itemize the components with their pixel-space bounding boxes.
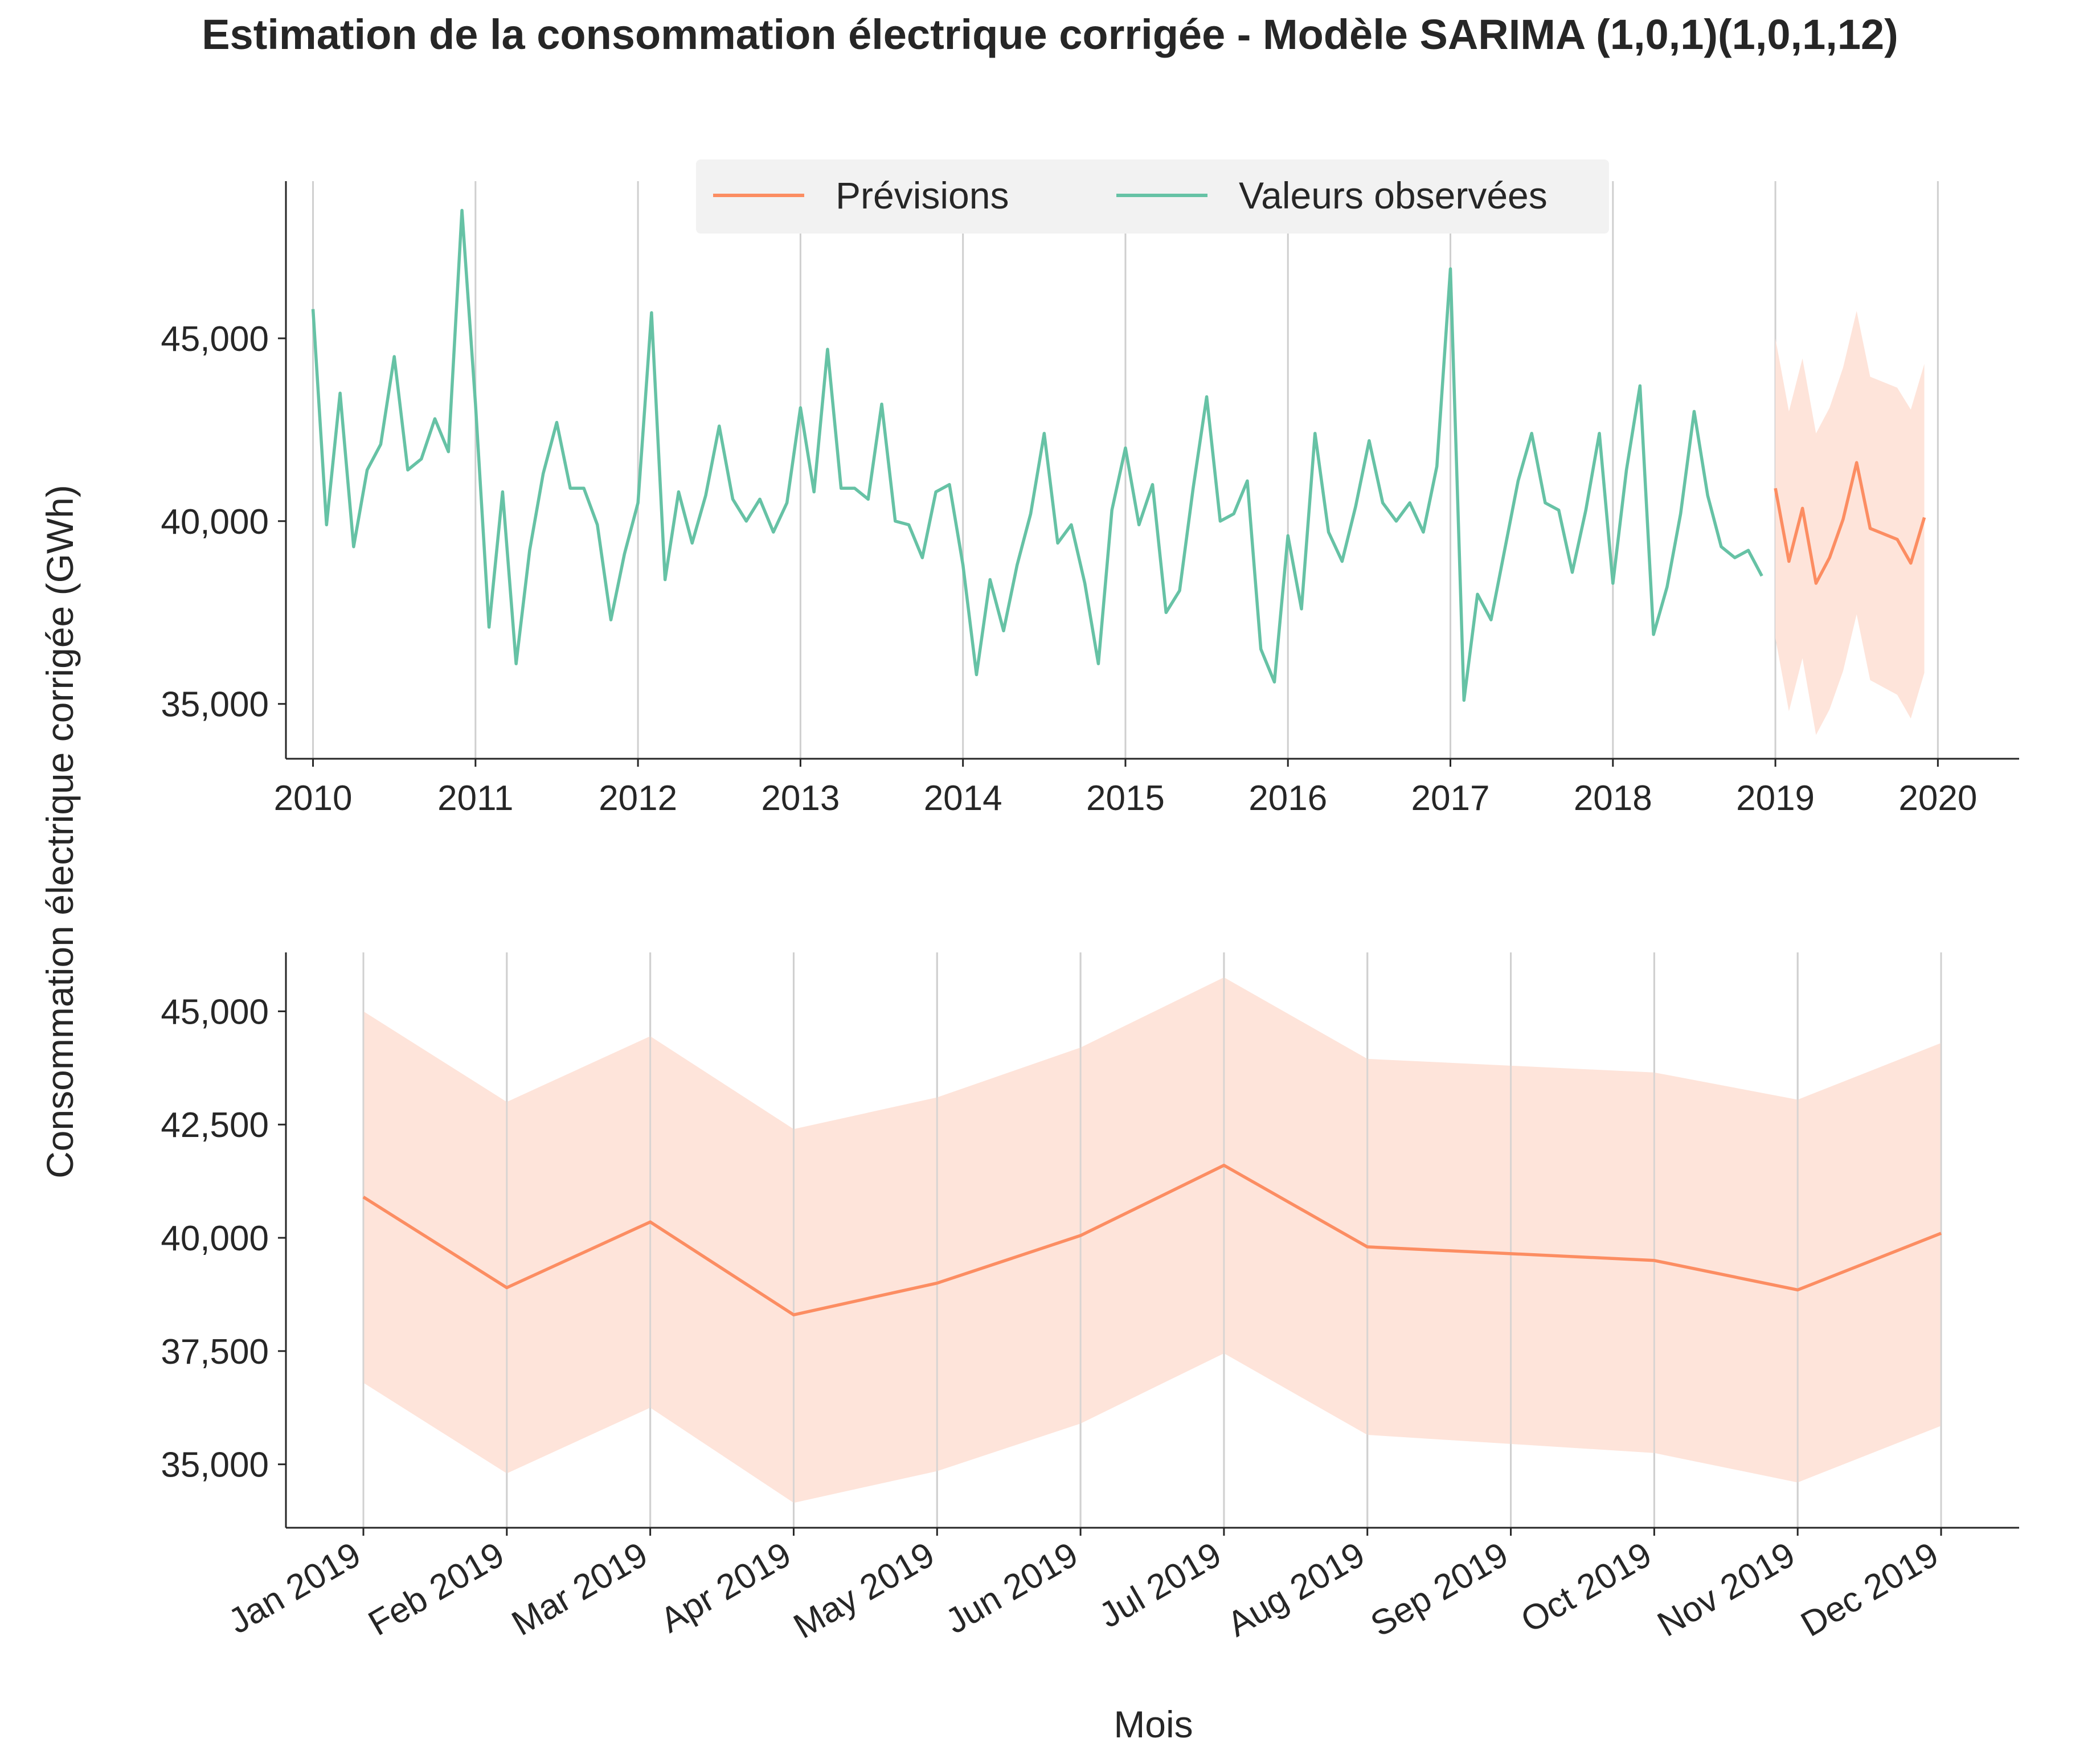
top-series-lines: [311, 208, 1926, 702]
bottom-forecast-line: [362, 1164, 1942, 1316]
bottom-y-tick-label: 42,500: [161, 1106, 269, 1145]
top-forecast-band: [1775, 310, 1925, 735]
chart-title: Estimation de la consommation électrique…: [202, 11, 1898, 58]
x-axis-label: Mois: [1114, 1703, 1193, 1745]
top-y-tick-label: 45,000: [161, 320, 269, 359]
bottom-x-tick-label: Nov 2019: [1651, 1535, 1802, 1644]
bottom-x-tick-label: Feb 2019: [362, 1535, 510, 1643]
observed-line: [311, 208, 1763, 702]
bottom-confidence-band: [362, 952, 1942, 1528]
top-confidence-band: [1775, 310, 1925, 735]
top-x-tick-label: 2018: [1574, 779, 1652, 818]
top-x-tick-label: 2017: [1411, 779, 1490, 818]
top-y-tick-label: 40,000: [161, 502, 269, 542]
bottom-y-tick-label: 37,500: [161, 1332, 269, 1372]
top-y-tick-label: 35,000: [161, 685, 269, 725]
y-axis-label: Consommation électrique corrigée (GWh): [39, 485, 81, 1179]
bottom-x-tick-label: Jun 2019: [939, 1535, 1084, 1641]
top-x-tick-label: 2016: [1248, 779, 1327, 818]
top-x-tick-label: 2013: [761, 779, 840, 818]
bottom-axes: [285, 952, 2019, 1529]
bottom-y-tick-label: 40,000: [161, 1219, 269, 1258]
top-x-tick-label: 2015: [1086, 779, 1165, 818]
bottom-y-tick-label: 35,000: [161, 1446, 269, 1485]
top-x-tick-label: 2020: [1898, 779, 1977, 818]
top-panel: 2010 2011 2012 2013 2014 2015 2016 2017 2018 2019…: [161, 159, 2019, 818]
top-x-tick-label: 2012: [599, 779, 677, 818]
bottom-x-tick-label: Jan 2019: [222, 1535, 367, 1641]
bottom-x-tick-label: Mar 2019: [505, 1535, 654, 1643]
top-x-tick-label: 2011: [437, 779, 513, 818]
top-grid: [312, 181, 1939, 759]
bottom-x-tick-label: Aug 2019: [1221, 1535, 1371, 1644]
bottom-series-lines: [362, 1164, 1942, 1316]
forecast-line: [1774, 461, 1926, 585]
legend-forecast-label: Prévisions: [836, 174, 1009, 216]
bottom-x-tick-label: Jul 2019: [1092, 1535, 1228, 1635]
top-x-tick-label: 2014: [924, 779, 1002, 818]
bottom-forecast-band: [363, 977, 1941, 1503]
legend-observed-label: Valeurs observées: [1239, 174, 1548, 216]
top-tick-labels: 2010 2011 2012 2013 2014 2015 2016 2017 2018 2019…: [161, 320, 1977, 818]
top-x-tick-label: 2010: [274, 779, 353, 818]
legend: Prévisions Valeurs observées: [696, 159, 1609, 234]
top-axes: [285, 181, 2019, 760]
top-x-tick-label: 2019: [1736, 779, 1815, 818]
bottom-x-tick-label: May 2019: [787, 1535, 941, 1646]
bottom-y-tick-label: 45,000: [161, 992, 269, 1032]
bottom-x-tick-label: Oct 2019: [1514, 1535, 1658, 1641]
bottom-x-tick-label: Sep 2019: [1364, 1535, 1514, 1644]
bottom-x-tick-label: Dec 2019: [1795, 1535, 1945, 1644]
bottom-x-tick-label: Apr 2019: [654, 1535, 797, 1641]
